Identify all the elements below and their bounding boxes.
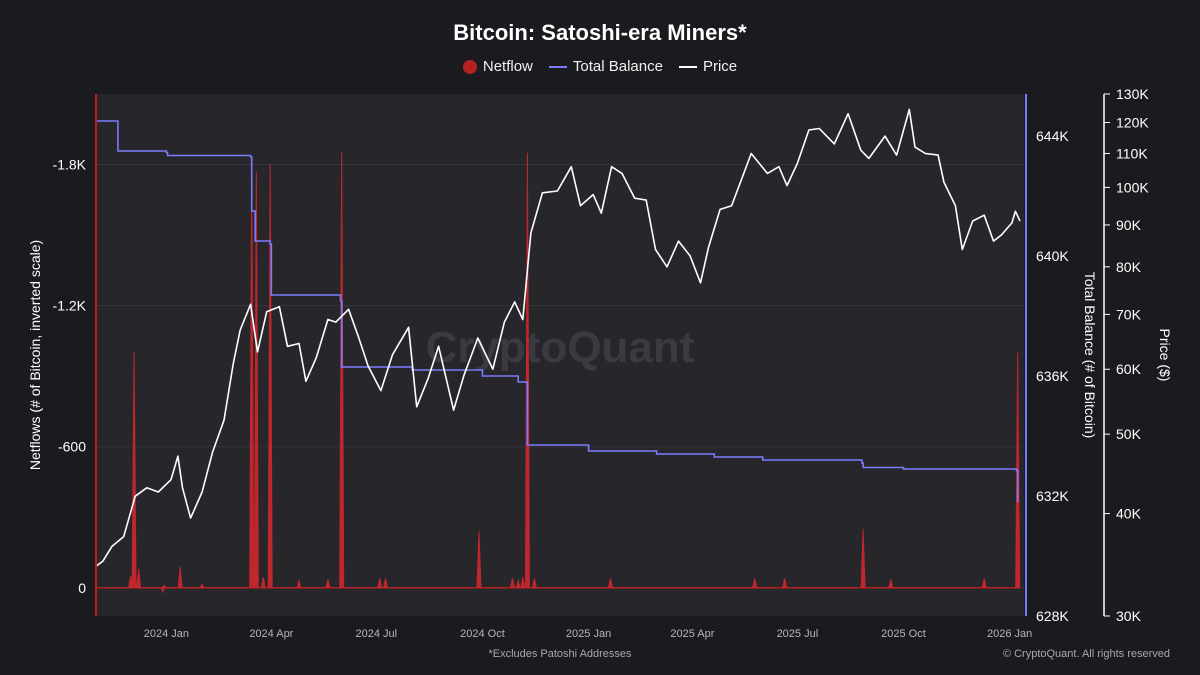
price-tick-label: 80K — [1116, 259, 1142, 275]
x-tick-label: 2024 Jan — [144, 628, 189, 640]
balance-tick-label: 628K — [1036, 608, 1069, 624]
legend-netflow-marker — [462, 59, 477, 74]
netflow-spike — [782, 578, 788, 589]
left-tick-label: -600 — [58, 439, 86, 455]
legend-total-balance-label: Total Balance — [572, 58, 663, 75]
left-tick-label: -1.2K — [53, 298, 87, 314]
price-tick-label: 60K — [1116, 361, 1142, 377]
price-axis-label: Price ($) — [1157, 329, 1173, 382]
netflow-spike — [476, 531, 482, 589]
price-tick-label: 90K — [1116, 217, 1142, 233]
netflow-spike — [177, 566, 183, 589]
chart-legend: Netflow Total Balance Price — [0, 58, 1200, 75]
legend-netflow-label: Netflow — [482, 58, 533, 75]
legend-total-balance-marker — [548, 65, 567, 68]
netflow-spike — [260, 577, 266, 589]
price-line — [95, 108, 1021, 567]
netflow-spike — [888, 579, 894, 589]
netflow-spike — [509, 578, 516, 589]
x-tick-label: 2024 Jul — [356, 628, 398, 640]
price-tick-label: 130K — [1116, 86, 1149, 102]
netflow-spike — [382, 578, 389, 589]
balance-tick-label: 636K — [1036, 368, 1069, 384]
x-tick-label: 2024 Apr — [249, 628, 293, 640]
x-tick-label: 2024 Oct — [460, 628, 505, 640]
price-tick-label: 70K — [1116, 306, 1142, 322]
price-tick-label: 40K — [1116, 506, 1142, 522]
x-tick-label: 2025 Oct — [881, 628, 926, 640]
legend-price-marker — [678, 65, 697, 68]
balance-tick-label: 644K — [1036, 128, 1069, 144]
netflow-spike — [131, 352, 137, 589]
chart-title: Bitcoin: Satoshi-era Miners* — [453, 20, 747, 45]
x-tick-label: 2025 Jan — [566, 628, 611, 640]
price-series — [95, 108, 1021, 567]
netflow-spike — [607, 578, 614, 589]
left-axis-ticks: 0 -600 -1.2K -1.8K — [53, 157, 87, 596]
netflow-spike — [531, 578, 537, 589]
netflow-spike — [981, 578, 987, 589]
netflow-spike — [520, 577, 526, 589]
legend-item-netflow[interactable]: Netflow — [462, 58, 533, 75]
price-tick-label: 30K — [1116, 608, 1142, 624]
legend-item-total-balance[interactable]: Total Balance — [548, 58, 663, 75]
x-tick-label: 2026 Jan — [987, 628, 1032, 640]
left-axis-label: Netflows (# of Bitcoin, inverted scale) — [27, 240, 43, 470]
total-balance-series — [96, 120, 1019, 502]
left-tick-label: -1.8K — [53, 157, 87, 173]
x-tick-label: 2025 Jul — [777, 628, 819, 640]
price-axis-ticks: 30K 40K 50K 60K 70K 80K 90K 100K 110K 120K 130K — [1104, 86, 1149, 624]
netflow-spike — [253, 171, 259, 589]
balance-tick-label: 640K — [1036, 248, 1069, 264]
legend-price-label: Price — [702, 58, 738, 75]
netflow-spike — [296, 578, 302, 589]
x-axis-ticks: 2024 Jan 2024 Apr 2024 Jul 2024 Oct 2025 Jan… — [144, 628, 1033, 640]
balance-axis-label: Total Balance (# of Bitcoin) — [1082, 272, 1098, 439]
total-balance-line — [96, 120, 1019, 502]
netflow-spike — [524, 152, 530, 589]
balance-tick-label: 632K — [1036, 488, 1069, 504]
netflow-spike — [377, 578, 383, 589]
copyright-notice: © CryptoQuant. All rights reserved — [1002, 648, 1170, 660]
x-tick-label: 2025 Apr — [670, 628, 714, 640]
netflow-spike — [267, 164, 273, 589]
netflow-spike — [515, 578, 521, 589]
left-tick-label: 0 — [78, 580, 86, 596]
netflow-spike — [249, 164, 255, 589]
footnote: *Excludes Patoshi Addresses — [488, 648, 632, 660]
netflow-spike — [136, 568, 142, 589]
netflow-spike — [339, 152, 345, 589]
balance-axis-ticks: 628K 632K 636K 640K 644K — [1036, 128, 1069, 624]
netflow-spike — [752, 578, 758, 589]
price-tick-label: 100K — [1116, 179, 1149, 195]
legend-item-price[interactable]: Price — [678, 58, 738, 75]
price-tick-label: 50K — [1116, 426, 1142, 442]
netflow-dip — [160, 587, 165, 594]
watermark-text: CryptoQuant — [426, 323, 695, 372]
price-tick-label: 120K — [1116, 114, 1149, 130]
netflow-spike — [325, 579, 331, 589]
netflow-spike — [199, 583, 205, 589]
price-tick-label: 110K — [1116, 145, 1148, 161]
netflow-spike — [860, 528, 866, 589]
